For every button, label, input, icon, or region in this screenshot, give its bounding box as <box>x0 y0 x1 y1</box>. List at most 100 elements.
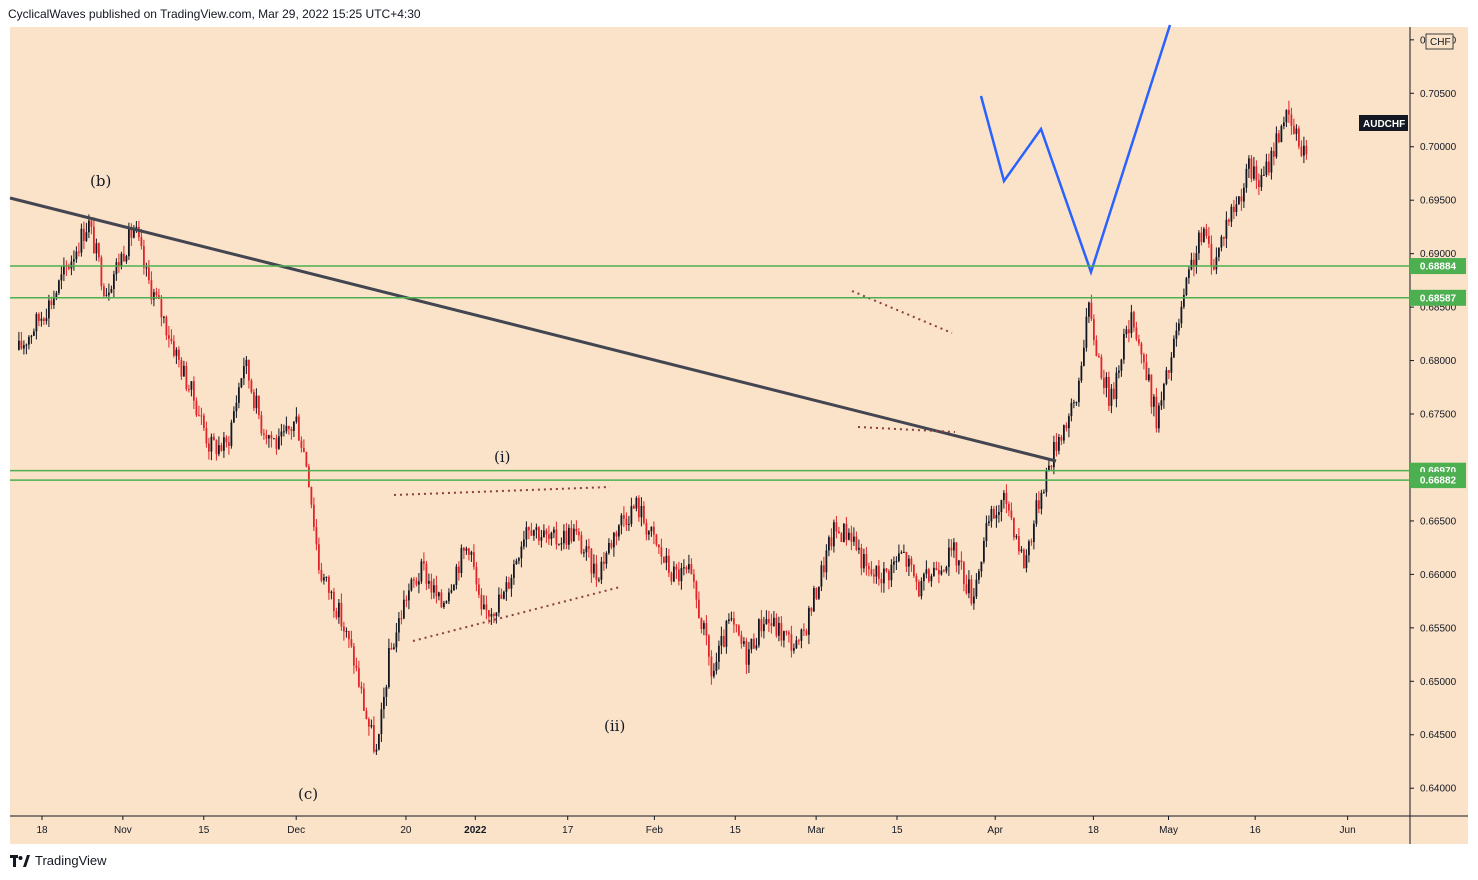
candle-body <box>1100 356 1103 379</box>
candle-body <box>640 505 643 518</box>
candle-body <box>387 647 390 688</box>
candle-body <box>1005 492 1008 504</box>
candle-body <box>295 416 298 422</box>
projection-path[interactable] <box>979 24 1172 276</box>
candle-body <box>1257 180 1260 188</box>
candle-body <box>1265 161 1268 175</box>
candle-body <box>1047 465 1050 471</box>
y-tick-label: 0.65500 <box>1420 623 1457 634</box>
candle-body <box>170 338 173 342</box>
candle-body <box>230 422 233 446</box>
candle-body <box>1092 318 1095 341</box>
candle-body <box>582 552 585 554</box>
candle-body <box>822 565 825 573</box>
candle-body <box>635 497 638 509</box>
y-tick-label: 0.69000 <box>1420 249 1457 260</box>
triangle-upper-line[interactable] <box>393 486 611 496</box>
candle-body <box>785 631 788 633</box>
candle-body <box>750 638 753 650</box>
candle-body <box>225 437 228 443</box>
candle-body <box>1000 500 1003 513</box>
candle-body <box>30 335 33 337</box>
candle-body <box>1117 370 1120 373</box>
wave-label-c: (c) <box>298 785 318 803</box>
candle-body <box>665 555 668 563</box>
candle-body <box>487 610 490 617</box>
symbol-tag: AUDCHF <box>1363 119 1405 130</box>
candle-body <box>190 381 193 390</box>
candle-body <box>625 518 628 525</box>
candle-body <box>972 596 975 604</box>
candle-body <box>1040 492 1043 509</box>
y-tick-label: 0.66000 <box>1420 570 1457 581</box>
candle-body <box>1305 145 1308 155</box>
candle-body <box>1125 329 1128 334</box>
candle-body <box>820 565 823 587</box>
candle-body <box>1077 380 1080 403</box>
candle-body <box>70 261 73 269</box>
candle-body <box>862 554 865 569</box>
candle-body <box>1050 465 1053 468</box>
candle-body <box>1262 174 1265 176</box>
candle-body <box>477 584 480 595</box>
descending-trendline[interactable] <box>9 196 1057 463</box>
candle-body <box>782 631 785 641</box>
candle-body <box>1237 196 1240 205</box>
candle-body <box>867 566 870 570</box>
candle-body <box>1030 541 1033 543</box>
candle-body <box>275 438 278 449</box>
candle-body <box>985 523 988 542</box>
candle-body <box>1025 555 1028 569</box>
footer-branding[interactable]: TradingView <box>10 853 107 868</box>
candle-body <box>1195 253 1198 267</box>
candle-body <box>1060 437 1063 441</box>
candle-body <box>90 220 93 227</box>
candle-body <box>667 555 670 574</box>
candle-body <box>677 569 680 582</box>
candle-body <box>605 553 608 564</box>
candle-body <box>1172 338 1175 358</box>
candle-body <box>1150 374 1153 407</box>
candle-body <box>840 533 843 542</box>
candle-body <box>942 570 945 572</box>
candle-body <box>1107 376 1110 406</box>
x-tick-label: 17 <box>562 825 574 836</box>
level-price-tag <box>1410 289 1466 306</box>
candle-body <box>957 560 960 566</box>
candle-body <box>250 380 253 393</box>
candle-body <box>970 579 973 604</box>
candle-body <box>572 528 575 542</box>
candle-body <box>792 648 795 651</box>
candle-body <box>187 389 190 391</box>
candle-body <box>27 336 30 345</box>
candle-body <box>595 563 598 581</box>
candle-body <box>287 425 290 430</box>
candle-body <box>1112 388 1115 399</box>
candle-body <box>1212 266 1215 270</box>
candle-body <box>1135 327 1138 340</box>
candle-body <box>647 531 650 535</box>
candle-body <box>892 561 895 565</box>
candle-body <box>195 400 198 416</box>
candle-body <box>915 575 918 582</box>
candle-body <box>1280 126 1283 143</box>
candle-body <box>550 532 553 539</box>
candle-body <box>252 392 255 409</box>
pennant-lower-line[interactable] <box>857 426 956 433</box>
candle-body <box>1142 354 1145 363</box>
candle-body <box>760 619 763 632</box>
x-tick-label: 15 <box>198 825 210 836</box>
x-tick-label: 2022 <box>464 825 487 836</box>
candle-body <box>45 318 48 322</box>
candle-body <box>812 588 815 612</box>
candle-body <box>25 344 28 346</box>
candle-body <box>1245 168 1248 188</box>
candle-body <box>192 381 195 401</box>
candle-body <box>877 565 880 580</box>
candle-body <box>162 316 165 318</box>
candle-body <box>402 599 405 619</box>
candle-body <box>787 632 790 635</box>
candle-body <box>612 532 615 548</box>
candle-body <box>107 292 110 296</box>
